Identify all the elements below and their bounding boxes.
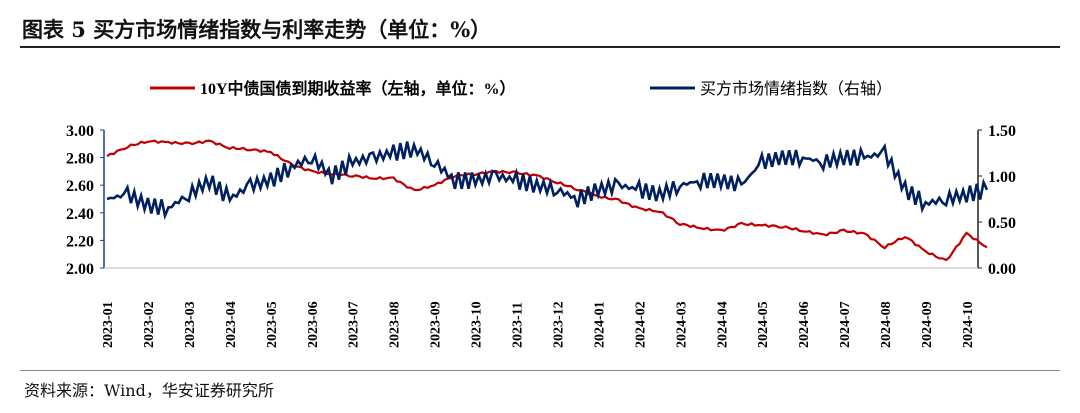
right-tick-label: 0.00: [988, 261, 1016, 278]
x-tick-label: 2023-01: [101, 301, 116, 348]
x-tick-label: 2024-08: [879, 301, 894, 348]
x-tick-label: 2023-07: [347, 301, 362, 348]
source-note: 资料来源：Wind，华安证券研究所: [24, 381, 274, 400]
x-tick-label: 2024-01: [592, 301, 607, 348]
right-tick-label: 1.00: [988, 169, 1016, 186]
source-divider: [20, 370, 1060, 371]
x-tick-label: 2023-08: [388, 301, 403, 348]
x-tick-label: 2024-04: [715, 301, 730, 348]
title-divider: [20, 46, 1060, 48]
left-tick-label: 2.60: [66, 178, 94, 195]
x-tick-label: 2023-06: [306, 301, 321, 348]
legend-label: 10Y中债国债到期收益率（左轴，单位：%）: [200, 79, 516, 98]
x-tick-label: 2023-11: [511, 302, 526, 348]
x-tick-label: 2024-09: [920, 301, 935, 348]
x-tick-label: 2023-05: [265, 301, 280, 348]
chart-title: 图表 5 买方市场情绪指数与利率走势（单位：%）: [22, 17, 492, 42]
yield-line: [106, 139, 988, 262]
chart: 2.00 2.20 2.40 2.60 2.80 3.00 0.00 0.50 1.00 1.50…: [66, 79, 1016, 348]
x-tick-label: 2023-09: [429, 301, 444, 348]
left-tick-label: 2.20: [66, 233, 94, 250]
right-tick-label: 1.50: [988, 123, 1016, 140]
left-tick-label: 2.00: [66, 261, 94, 278]
legend-label: 买方市场情绪指数（右轴）: [700, 80, 892, 98]
sentiment-line: [106, 140, 989, 221]
x-tick-label: 2024-05: [756, 301, 771, 348]
x-tick-label: 2023-04: [224, 301, 239, 348]
right-tick-label: 0.50: [988, 215, 1016, 232]
x-tick-label: 2024-07: [838, 301, 853, 348]
x-tick-label: 2024-10: [961, 301, 976, 348]
x-tick-label: 2023-02: [142, 301, 157, 348]
left-tick-label: 3.00: [66, 123, 94, 140]
left-tick-label: 2.80: [66, 151, 94, 168]
x-tick-label: 2024-06: [797, 301, 812, 348]
x-tick-label: 2024-03: [674, 301, 689, 348]
left-tick-label: 2.40: [66, 206, 94, 223]
x-tick-label: 2023-12: [551, 301, 566, 348]
x-tick-label: 2023-03: [183, 301, 198, 348]
x-tick-label: 2023-10: [470, 301, 485, 348]
x-tick-label: 2024-02: [633, 301, 648, 348]
